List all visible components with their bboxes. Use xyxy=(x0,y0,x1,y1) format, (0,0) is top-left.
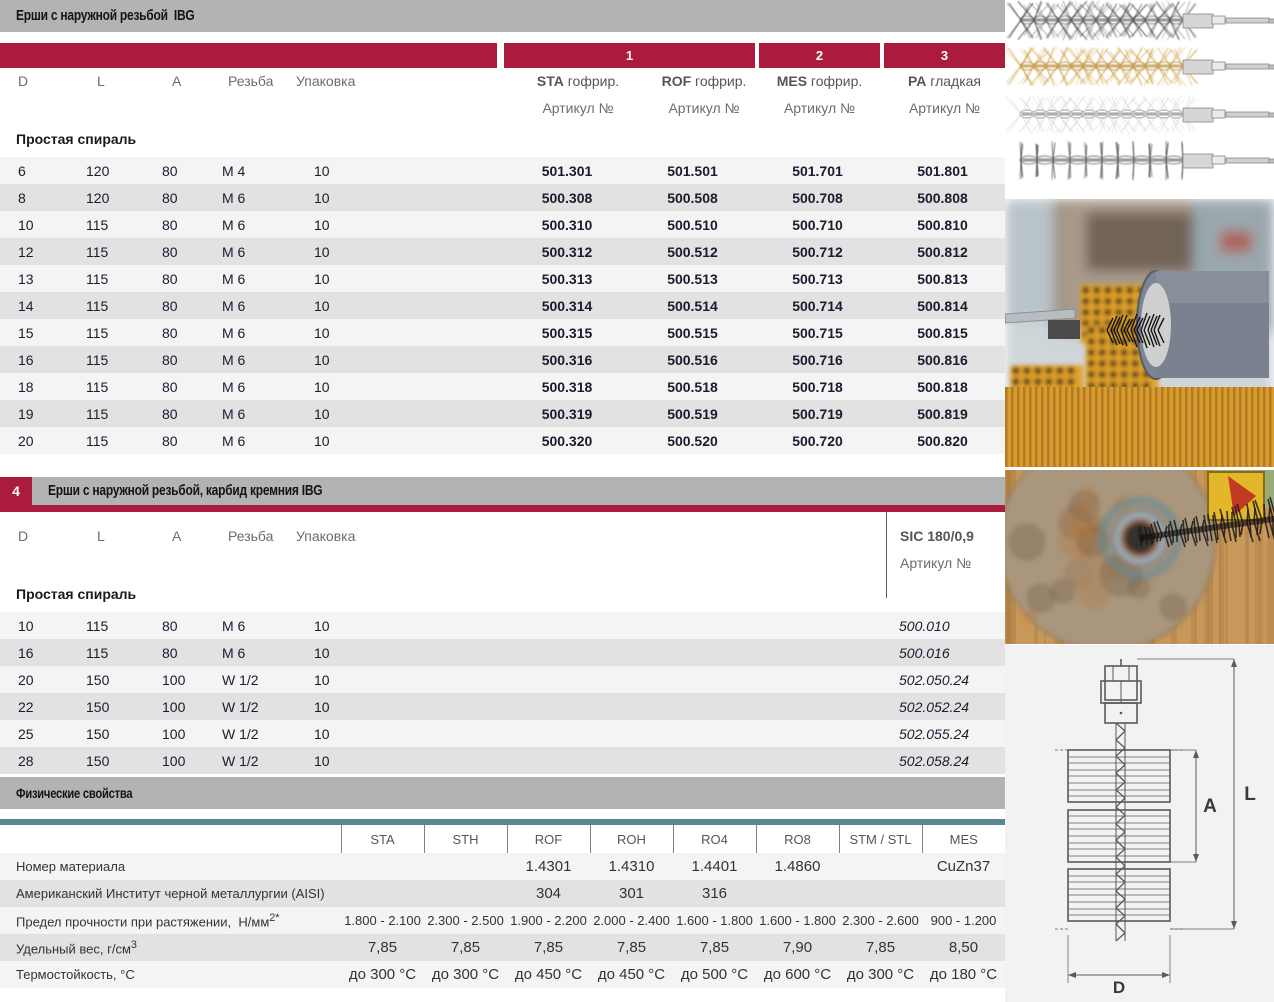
svg-text:D: D xyxy=(1113,978,1125,997)
svg-text:A: A xyxy=(1203,796,1217,817)
svg-text:L: L xyxy=(1244,784,1256,805)
